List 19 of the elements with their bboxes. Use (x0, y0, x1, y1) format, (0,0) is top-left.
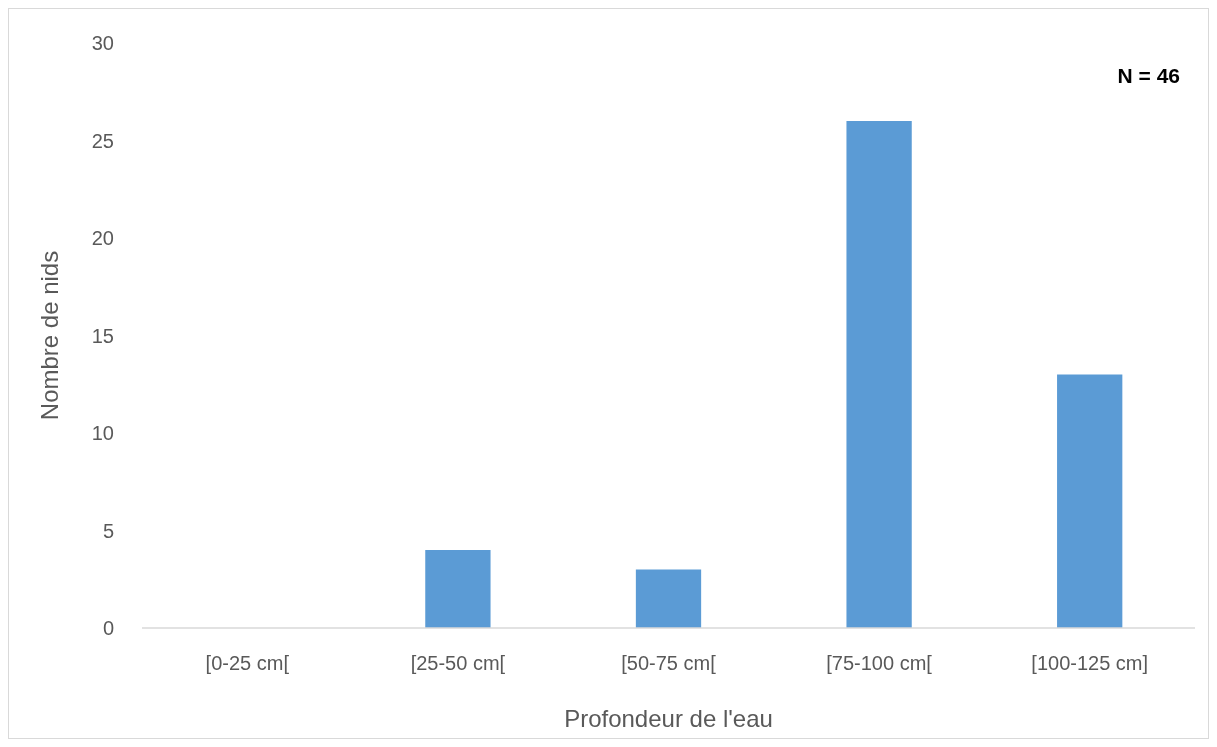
x-tick-label: [50-75 cm[ (621, 652, 717, 674)
x-tick-label: [75-100 cm[ (826, 652, 933, 674)
y-tick-label: 30 (91, 32, 114, 54)
y-tick-label: 5 (102, 519, 114, 542)
x-tick-label: [25-50 cm[ (410, 652, 506, 674)
y-tick-label: 10 (91, 422, 114, 444)
bar (425, 550, 491, 628)
y-axis-title: Nombre de nids (36, 250, 63, 421)
x-tick-label: [100-125 cm] (1031, 652, 1149, 674)
y-tick-label: 25 (91, 129, 114, 152)
bar (1057, 374, 1123, 628)
y-tick-label: 0 (102, 617, 114, 639)
bar (846, 121, 912, 628)
y-tick-label: 15 (91, 324, 114, 347)
x-tick-label: [0-25 cm[ (205, 652, 290, 674)
y-tick-label: 20 (91, 227, 114, 249)
annotation: N = 46 (1117, 64, 1180, 87)
bar (635, 569, 702, 628)
x-axis-title: Profondeur de l'eau (564, 705, 773, 732)
